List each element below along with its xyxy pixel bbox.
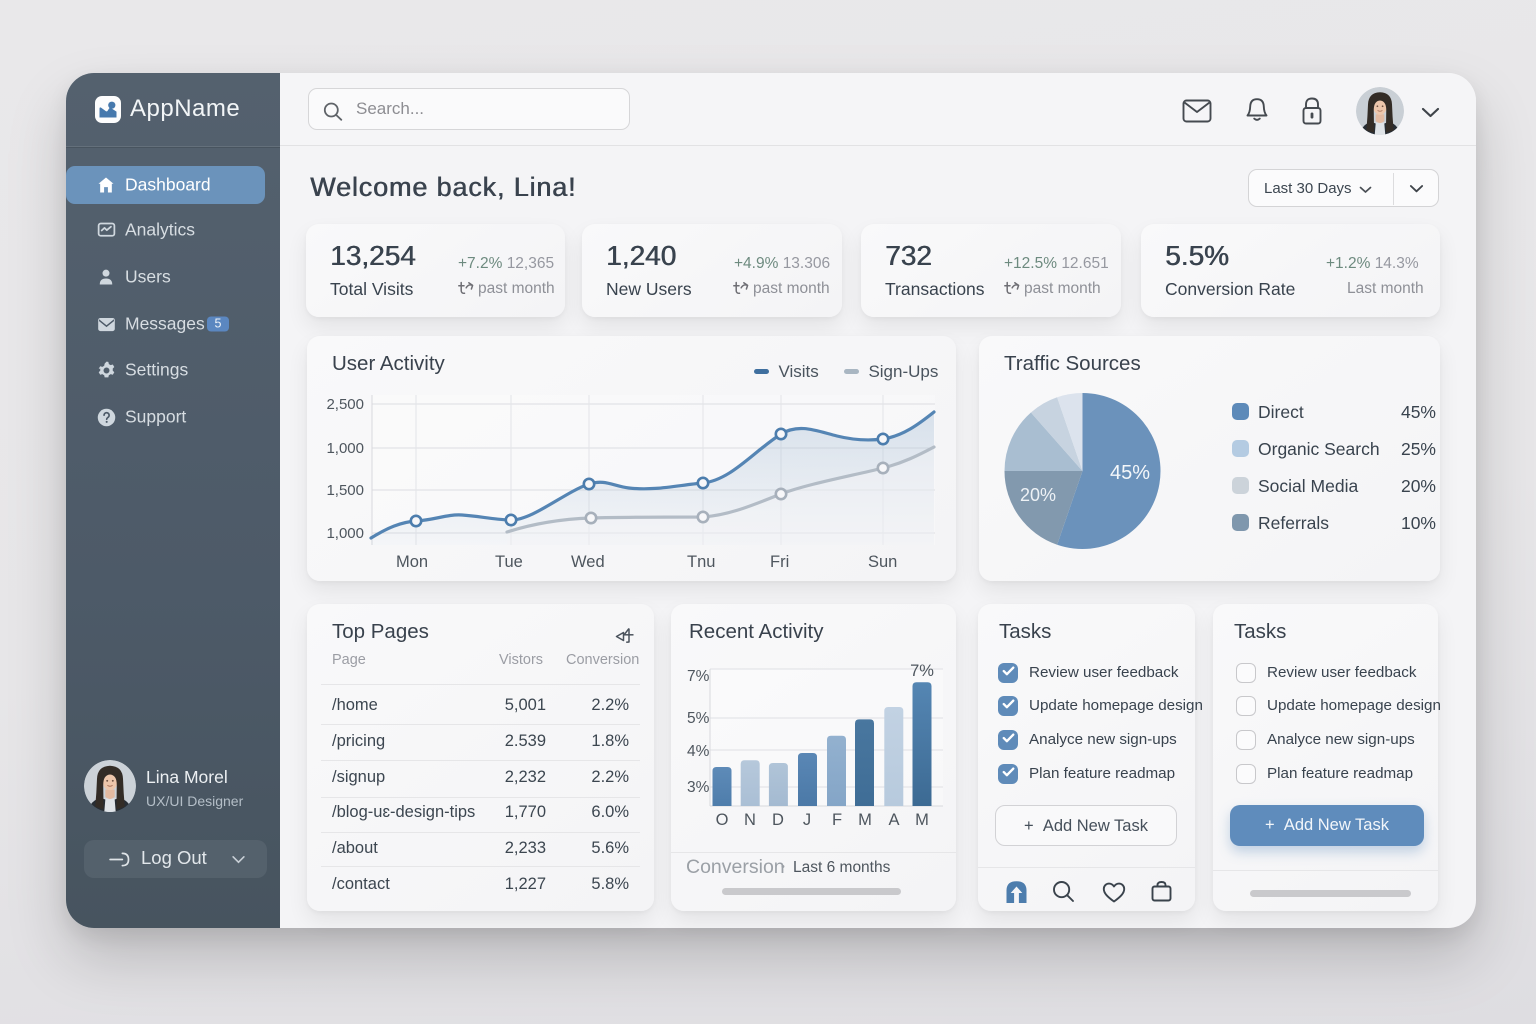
svg-text:M: M <box>915 811 929 829</box>
svg-text:3%: 3% <box>687 779 710 796</box>
svg-text:D: D <box>772 811 784 829</box>
svg-text:7%: 7% <box>687 668 710 685</box>
svg-text:4%: 4% <box>687 743 710 760</box>
svg-text:20%: 20% <box>1020 485 1056 505</box>
svg-text:J: J <box>803 811 811 829</box>
svg-text:N: N <box>744 811 756 829</box>
svg-text:5%: 5% <box>687 710 710 727</box>
svg-text:F: F <box>832 811 842 829</box>
svg-text:45%: 45% <box>1110 462 1150 484</box>
svg-text:O: O <box>716 811 729 829</box>
svg-text:M: M <box>858 811 872 829</box>
svg-text:7%: 7% <box>910 662 934 680</box>
svg-text:A: A <box>888 811 899 829</box>
